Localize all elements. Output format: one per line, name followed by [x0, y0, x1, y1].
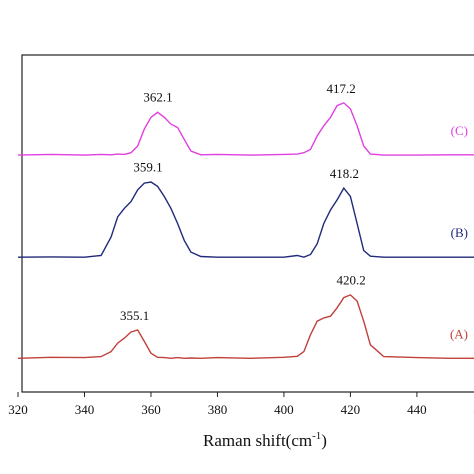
x-axis-label-sup: -1 — [312, 430, 321, 442]
x-tick-label: 340 — [75, 402, 95, 417]
peak-label: 420.2 — [336, 273, 365, 288]
series-label: (A) — [450, 326, 468, 341]
peak-label: 417.2 — [326, 81, 355, 96]
series-label: (B) — [451, 225, 468, 240]
peak-label: 355.1 — [120, 308, 149, 323]
spectrum-line — [17, 102, 474, 156]
peak-label: 362.1 — [143, 90, 172, 105]
peak-label: 359.1 — [133, 160, 162, 175]
x-tick-label: 360 — [141, 402, 161, 417]
x-axis-label: Raman shift(cm-1) — [203, 430, 327, 450]
x-axis-label-text: Raman shift(cm — [203, 431, 312, 450]
spectrum-line — [17, 294, 474, 360]
plot-frame — [21, 54, 474, 393]
spectrum-line — [17, 181, 474, 258]
x-tick-label: 320 — [8, 402, 28, 417]
x-axis-label-suffix: ) — [321, 431, 327, 450]
x-tick-label: 400 — [274, 402, 294, 417]
series-label: (C) — [451, 123, 468, 138]
peak-label: 418.2 — [330, 166, 359, 181]
x-tick-label: 380 — [208, 402, 228, 417]
x-tick-label: 440 — [407, 402, 427, 417]
x-tick-label: 420 — [341, 402, 361, 417]
